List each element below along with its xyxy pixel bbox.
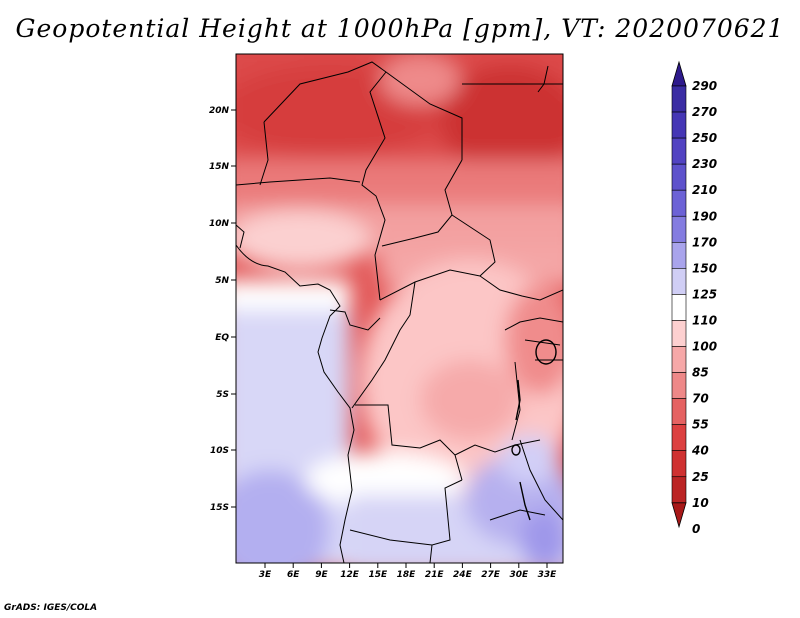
lat-tick-label: EQ (215, 333, 229, 343)
lat-tick-label: 10N (209, 219, 230, 229)
colorbar-level-label: 210 (692, 183, 717, 197)
colorbar-segment (671, 398, 687, 425)
colorbar-level-label: 25 (692, 470, 709, 484)
lat-tick-label: 15N (209, 162, 230, 172)
colorbar-level-label: 10 (692, 496, 709, 510)
colorbar-level-label: 170 (692, 235, 717, 249)
colorbar-level-label: 70 (692, 392, 709, 406)
lakes (511, 339, 557, 521)
colorbar-segment (671, 320, 687, 347)
lon-tick-label: 30E (509, 570, 529, 580)
lon-tick-label: 33E (538, 570, 558, 580)
map-title: Geopotential Height at 1000hPa [gpm], VT… (15, 14, 785, 43)
colorbar-segment (671, 476, 687, 504)
colorbar-segment (671, 137, 687, 165)
lon-tick-label: 6E (287, 570, 300, 580)
colorbar-level-label: 0 (692, 522, 700, 536)
grads-credit: GrADS: IGES/COLA (4, 603, 98, 613)
lon-tick-label: 21E (425, 570, 445, 580)
colorbar-segment (671, 189, 687, 217)
colorbar-segment (671, 85, 687, 113)
lon-tick-label: 9E (315, 570, 328, 580)
colorbar-segment (671, 450, 687, 478)
colorbar-bottom-arrow (671, 502, 687, 529)
lon-tick-label: 15E (368, 570, 388, 580)
colorbar-level-label: 85 (692, 366, 709, 380)
colorbar-level-label: 190 (692, 209, 717, 223)
colorbar-segment (671, 346, 687, 373)
colorbar-level-label: 230 (692, 157, 717, 171)
colorbar: 2902702502302101901701501251101008570554… (671, 60, 717, 536)
lat-tick-label: 10S (210, 446, 229, 456)
colorbar-level-label: 270 (692, 105, 717, 119)
lat-tick-label: 15S (210, 503, 229, 513)
colorbar-level-label: 250 (692, 131, 717, 145)
lon-tick-label: 24E (453, 570, 473, 580)
colorbar-segment (671, 111, 687, 139)
colorbar-top-arrow (671, 60, 687, 87)
colorbar-segment (671, 242, 687, 269)
lat-tick-label: 5N (215, 276, 229, 286)
colorbar-segment (671, 424, 687, 451)
lon-tick-label: 3E (259, 570, 272, 580)
map-frame (235, 53, 564, 564)
colorbar-segment (671, 294, 687, 321)
lat-tick-label: 20N (209, 106, 230, 116)
lat-tick-label: 5S (216, 390, 229, 400)
country-borders (236, 61, 563, 563)
colorbar-level-label: 40 (691, 444, 709, 458)
lon-tick-label: 18E (397, 570, 417, 580)
colorbar-segment (671, 215, 687, 243)
colorbar-segment (671, 268, 687, 295)
colorbar-level-label: 110 (692, 313, 717, 327)
colorbar-segment (671, 163, 687, 191)
colorbar-level-label: 150 (692, 261, 717, 275)
colorbar-level-label: 100 (692, 340, 717, 354)
map-axes: 20N 15N 10N 5N EQ 5S 10S 15S 3E 6E 9E 12E 15E 18E 21E 2… (209, 106, 557, 580)
colorbar-segment (671, 372, 687, 399)
geopotential-field (236, 54, 563, 563)
lon-tick-label: 27E (481, 570, 501, 580)
lon-tick-label: 12E (340, 570, 360, 580)
colorbar-level-label: 125 (692, 287, 717, 301)
colorbar-level-label: 55 (692, 418, 709, 432)
colorbar-level-label: 290 (692, 79, 717, 93)
